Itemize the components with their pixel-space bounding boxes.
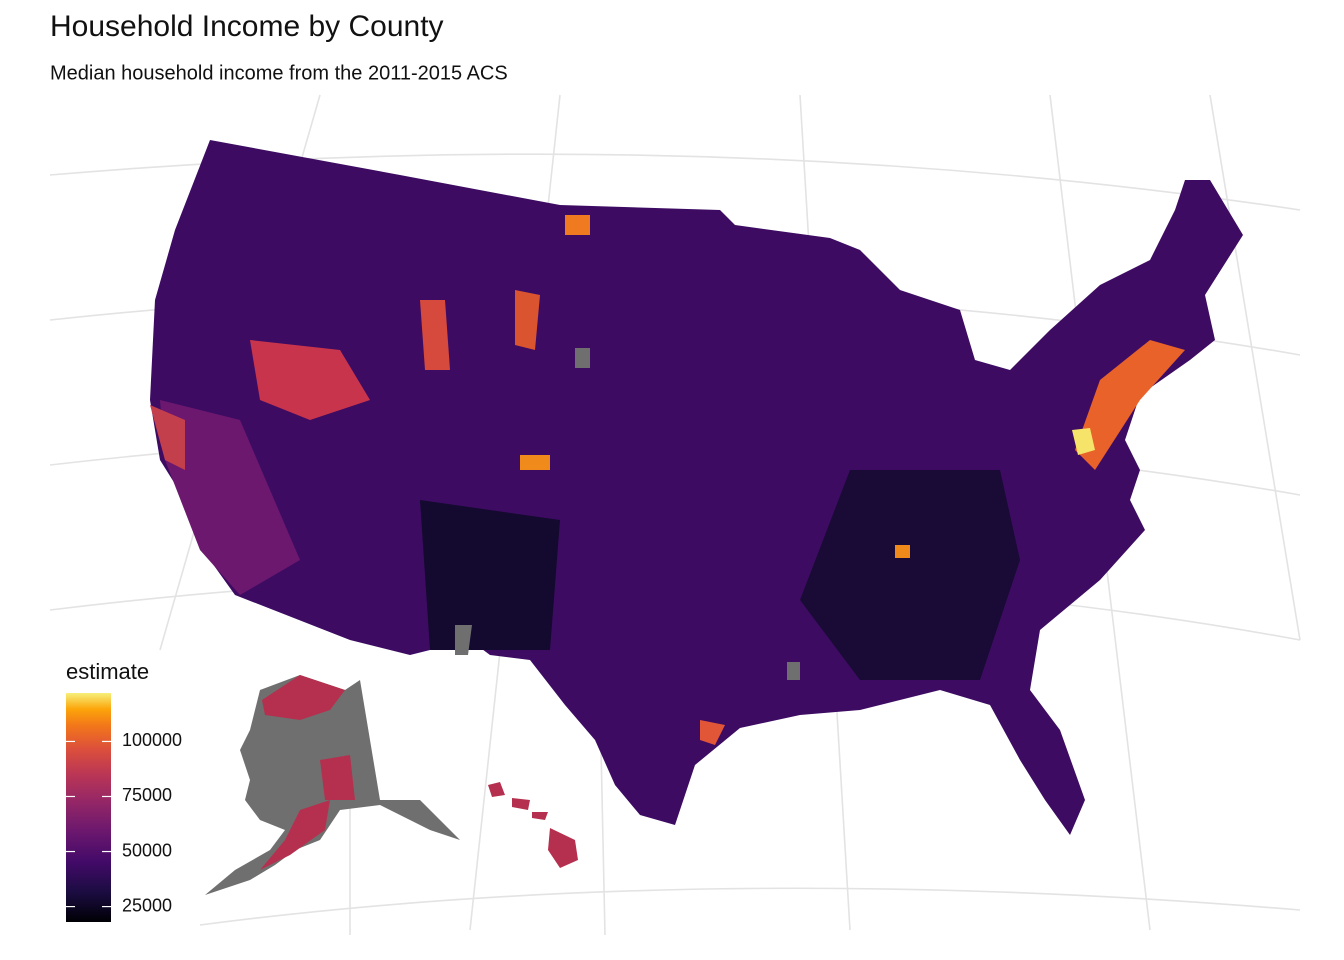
colorbar — [66, 693, 111, 922]
map — [150, 140, 1243, 835]
colorbar-tick-label: 50000 — [122, 840, 172, 860]
alaska — [205, 675, 460, 895]
colorbar-tick-label: 100000 — [122, 730, 182, 750]
colorbar-tick-label: 25000 — [122, 895, 172, 915]
hawaii — [488, 782, 578, 868]
chart-subtitle: Median household income from the 2011-20… — [50, 62, 508, 84]
colorbar-tick-label: 75000 — [122, 785, 172, 805]
legend-title: estimate — [66, 659, 149, 684]
chart-title: Household Income by County — [50, 10, 444, 43]
